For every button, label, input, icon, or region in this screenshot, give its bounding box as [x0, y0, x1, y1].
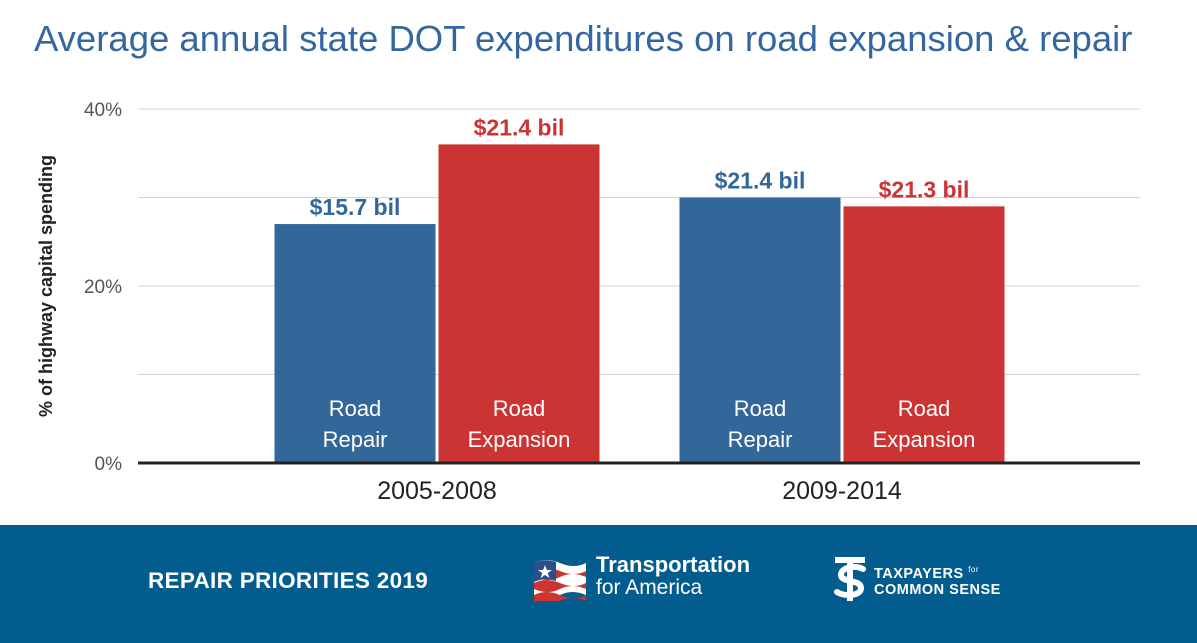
bar-value-label: $21.3 bil — [879, 176, 970, 202]
y-axis-label: % of highway capital spending — [36, 155, 56, 417]
tcs-logo-icon — [834, 557, 866, 601]
bar-series-label: Road — [329, 396, 382, 421]
flag-icon — [534, 560, 586, 601]
bar — [679, 197, 841, 463]
bar — [843, 206, 1005, 463]
bar-series-label: Expansion — [873, 427, 976, 452]
y-tick-label: 40% — [84, 100, 122, 121]
tcs-row1: TAXPAYERS — [874, 565, 964, 582]
footer: REPAIR PRIORITIES 2019 Transportation fo… — [0, 525, 1197, 643]
y-tick-label: 20% — [84, 277, 122, 298]
bar-series-label: Road — [493, 396, 546, 421]
t4a-line2: for America — [596, 576, 703, 599]
bar-chart: 0% 20% 40% % of highway capital spending $15… — [36, 100, 1140, 505]
bar — [438, 144, 600, 463]
chart-title: Average annual state DOT expenditures on… — [34, 18, 1133, 59]
t4a-logo: Transportation for America — [596, 552, 751, 599]
x-category-label: 2005-2008 — [377, 477, 497, 505]
y-tick-label: 0% — [95, 454, 123, 475]
tcs-for: for — [968, 565, 980, 574]
bar-value-label: $15.7 bil — [310, 194, 401, 220]
bar-series-label: Expansion — [468, 427, 571, 452]
bar-series-label: Road — [734, 396, 787, 421]
bar-series-label: Repair — [323, 427, 388, 452]
footer-title: REPAIR PRIORITIES 2019 — [148, 568, 429, 593]
bar — [274, 224, 436, 463]
tcs-logo: TAXPAYERS for COMMON SENSE — [874, 566, 1001, 598]
tcs-row2: COMMON SENSE — [874, 582, 1001, 599]
bar-value-label: $21.4 bil — [715, 168, 806, 194]
x-category-label: 2009-2014 — [782, 477, 902, 505]
bar-series-label: Road — [898, 396, 951, 421]
t4a-line1: Transportation — [596, 552, 751, 577]
bar-value-label: $21.4 bil — [474, 114, 565, 140]
bar-series-label: Repair — [728, 427, 793, 452]
